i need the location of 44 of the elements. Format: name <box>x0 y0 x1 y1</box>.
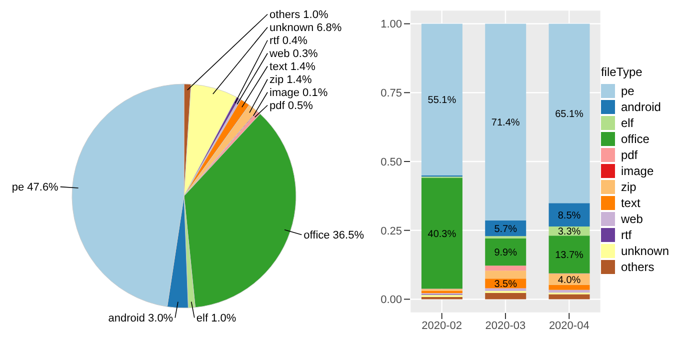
slice-label: text 1.4% <box>270 61 316 74</box>
slice-label: web 0.3% <box>268 48 318 60</box>
legend-label: pe <box>620 84 634 98</box>
legend-label: pdf <box>620 148 638 162</box>
data-label: 5.7% <box>494 224 518 235</box>
data-label: 71.4% <box>491 118 520 129</box>
slice-label: unknown 6.8% <box>270 22 342 34</box>
legend-title: fileType <box>600 64 644 78</box>
y-tick-label: 0.25 <box>380 225 402 238</box>
slice-label: image 0.1% <box>270 87 328 100</box>
y-tick-label: 0.00 <box>380 294 402 306</box>
x-tick-label: 2020-04 <box>548 320 590 332</box>
slice-label: rtf 0.4% <box>270 35 308 48</box>
data-label: 8.5% <box>558 210 581 222</box>
legend-label: web <box>620 212 643 226</box>
data-label: 55.1% <box>428 95 456 106</box>
data-label: 13.7% <box>555 250 584 261</box>
legend-label: elf <box>620 116 634 130</box>
y-tick-label: 0.50 <box>380 156 402 168</box>
x-tick-label: 2020-02 <box>422 320 462 332</box>
legend-label: image <box>620 164 654 178</box>
slice-label: android 3.0% <box>108 312 174 325</box>
data-label: 9.9% <box>494 247 518 258</box>
legend-label: text <box>620 196 640 210</box>
slice-label: elf 1.0% <box>196 312 236 325</box>
data-label: 65.1% <box>555 108 584 120</box>
data-label: 40.3% <box>428 228 456 240</box>
slice-label: others 1.0% <box>270 9 328 22</box>
legend-label: others <box>620 260 654 274</box>
legend-label: zip <box>620 180 636 194</box>
legend-label: android <box>620 100 661 114</box>
data-label: 3.5% <box>494 278 518 290</box>
data-label: 4.0% <box>558 274 581 286</box>
x-tick-label: 2020-03 <box>485 320 526 332</box>
legend-label: unknown <box>620 244 669 258</box>
data-label: 3.3% <box>558 226 581 238</box>
legend-label: office <box>620 132 650 146</box>
slice-label: pdf 0.5% <box>270 100 314 112</box>
slice-label: zip 1.4% <box>270 74 312 86</box>
y-tick-label: 1.00 <box>380 18 402 31</box>
y-tick-label: 0.75 <box>380 88 402 100</box>
slice-label: pe 47.6% <box>12 182 59 194</box>
legend-label: rtf <box>620 228 632 242</box>
slice-label: office 36.5% <box>304 230 364 242</box>
